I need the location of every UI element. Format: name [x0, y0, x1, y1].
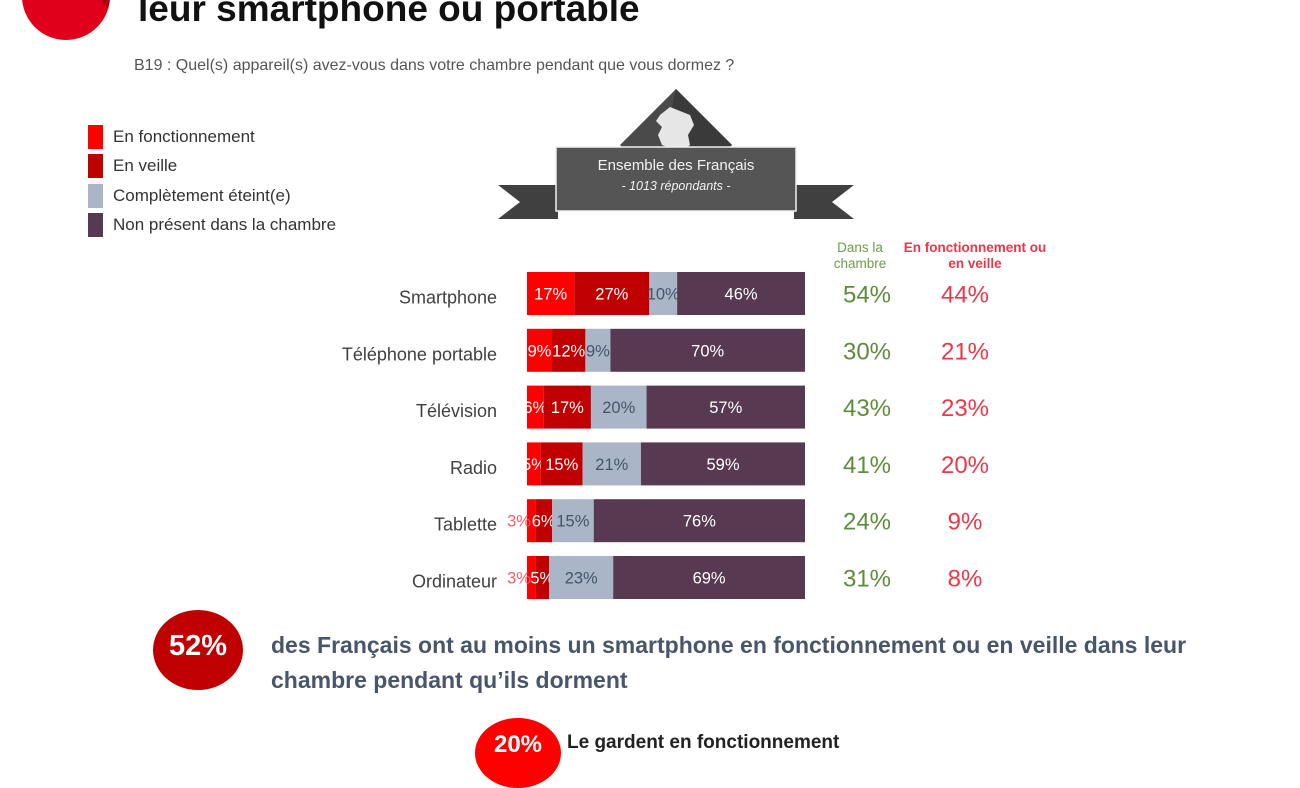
- data-label: 69%: [693, 570, 726, 588]
- data-label: 57%: [709, 399, 742, 417]
- page-title: leur smartphone ou portable: [138, 0, 640, 29]
- data-label: 70%: [691, 342, 724, 360]
- data-label: 20%: [602, 399, 635, 417]
- column-header-fonctionnement-veille: En fonctionnement ou en veille: [903, 240, 1047, 271]
- bar-segment: [527, 328, 553, 372]
- category-label: Smartphone: [399, 288, 497, 308]
- data-label: 15%: [545, 456, 578, 474]
- chart-legend: En fonctionnement En veille Complètement…: [88, 122, 336, 240]
- fonctionnement-veille-value: 9%: [948, 509, 983, 536]
- legend-swatch: [88, 213, 103, 238]
- legend-item-en-fonctionnement: En fonctionnement: [88, 122, 336, 152]
- bar-segment: [527, 499, 536, 543]
- fonctionnement-veille-value: 21%: [941, 338, 989, 365]
- dans-la-chambre-value: 24%: [843, 509, 891, 536]
- legend-label: Non présent dans la chambre: [113, 215, 337, 235]
- data-label: 6%: [523, 399, 547, 417]
- data-label: 17%: [551, 399, 584, 417]
- dans-la-chambre-value: 41%: [843, 452, 891, 479]
- bar-segment: [590, 385, 647, 429]
- fonctionnement-veille-value: 8%: [948, 566, 983, 593]
- data-label: 17%: [534, 286, 567, 304]
- legend-swatch: [88, 124, 103, 149]
- ribbon-left-tail: [498, 185, 558, 219]
- callout-text: des Français ont au moins un smartphone …: [271, 632, 1187, 693]
- ribbon-right-tail: [794, 185, 854, 219]
- data-label: 21%: [595, 456, 628, 474]
- bar-segment: [613, 556, 805, 599]
- data-label: 46%: [725, 286, 758, 304]
- legend-label: En fonctionnement: [113, 126, 255, 146]
- bar-segment: [527, 442, 541, 486]
- data-label: 76%: [683, 513, 716, 531]
- category-label: Ordinateur: [412, 572, 497, 592]
- legend-item-non-present: Non présent dans la chambre: [88, 211, 336, 241]
- bar-segment: [527, 272, 575, 315]
- fonctionnement-veille-value: 44%: [941, 282, 989, 309]
- legend-item-en-veille: En veille: [88, 152, 336, 182]
- data-label: 5%: [522, 456, 546, 474]
- bar-segment: [527, 385, 544, 429]
- banner-graphic: [498, 89, 854, 219]
- data-label: 9%: [528, 342, 552, 360]
- stacked-bar-chart: Smartphone 17% 27% 10% 46% 54% 44% Téléphone po…: [342, 272, 989, 599]
- legend-item-eteint: Complètement éteint(e): [88, 181, 336, 211]
- bar-segment: [535, 556, 550, 599]
- bar-segment: [535, 499, 553, 543]
- bar-segment: [540, 442, 583, 486]
- category-label: Radio: [450, 458, 497, 478]
- bar-segment: [677, 272, 805, 315]
- banner-plate: [555, 146, 797, 212]
- bar-segment: [585, 328, 611, 372]
- bar-segment: [527, 556, 536, 599]
- legend-label: Complètement éteint(e): [113, 185, 291, 205]
- data-label: 59%: [706, 456, 739, 474]
- banner-title: Ensemble des Français: [597, 157, 755, 174]
- data-label: 3%: [507, 570, 531, 588]
- bar-segment: [574, 272, 650, 315]
- fonctionnement-veille-value: 20%: [941, 452, 989, 479]
- data-label: 27%: [595, 286, 628, 304]
- banner-subtitle: - 1013 répondants -: [621, 179, 731, 193]
- data-label: 10%: [647, 286, 680, 304]
- bar-segment: [549, 556, 614, 599]
- bar-segment: [593, 499, 805, 543]
- data-label: 15%: [556, 513, 589, 531]
- data-label: 5%: [530, 570, 554, 588]
- category-label: Télévision: [416, 401, 497, 421]
- callout-circle-52: [153, 610, 243, 690]
- category-label: Tablette: [434, 515, 497, 535]
- legend-label: En veille: [113, 156, 178, 176]
- dans-la-chambre-value: 54%: [843, 282, 891, 309]
- data-label: 12%: [552, 342, 585, 360]
- bar-segment: [582, 442, 641, 486]
- column-header-dans-la-chambre: Dans la chambre: [833, 240, 887, 271]
- data-label: 6%: [532, 513, 556, 531]
- category-label: Téléphone portable: [342, 344, 497, 364]
- dans-la-chambre-value: 31%: [843, 566, 891, 593]
- bar-segment: [552, 499, 594, 543]
- data-label: 3%: [507, 513, 531, 531]
- dans-la-chambre-value: 30%: [843, 338, 891, 365]
- bar-segment: [649, 272, 678, 315]
- bar-segment: [646, 385, 805, 429]
- data-label: 23%: [565, 570, 598, 588]
- bar-segment: [610, 328, 805, 372]
- france-map-icon: [656, 107, 694, 151]
- bar-segment: [543, 385, 591, 429]
- survey-question: B19 : Quel(s) appareil(s) avez-vous dans…: [134, 57, 735, 74]
- callout-value: 52%: [168, 630, 228, 662]
- fonctionnement-veille-value: 23%: [941, 395, 989, 422]
- data-label: 9%: [586, 342, 610, 360]
- legend-swatch: [88, 183, 103, 208]
- callout-value: 20%: [493, 731, 543, 758]
- sample-banner: Ensemble des Français - 1013 répondants …: [498, 85, 854, 225]
- bar-segment: [640, 442, 805, 486]
- callout-text: Le gardent en fonctionnement: [567, 732, 840, 753]
- dans-la-chambre-value: 43%: [843, 395, 891, 422]
- bar-segment: [552, 328, 586, 372]
- legend-swatch: [88, 154, 103, 179]
